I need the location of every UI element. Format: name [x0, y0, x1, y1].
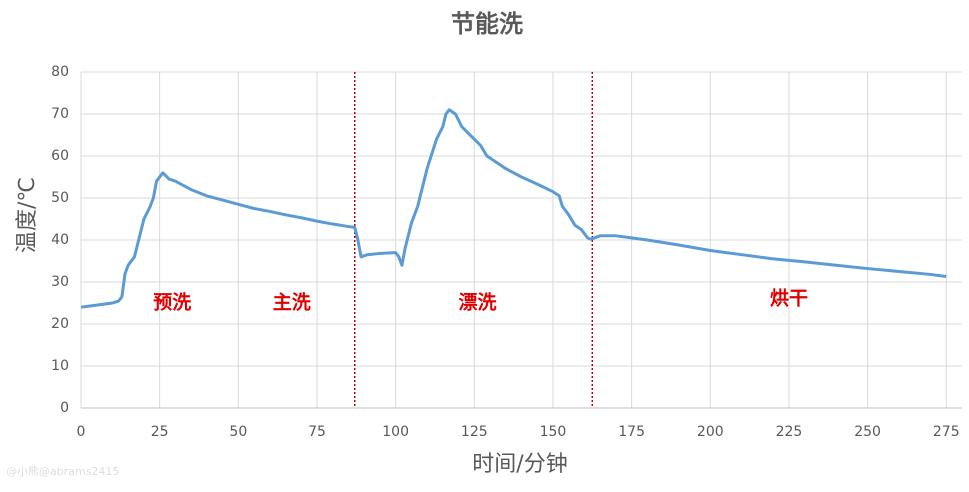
annotation: 烘干: [770, 287, 808, 309]
x-tick-label: 250: [854, 424, 881, 440]
chart-title: 节能洗: [451, 10, 523, 38]
x-tick-label: 125: [461, 424, 488, 440]
y-tick-label: 10: [51, 358, 69, 374]
data-line: [80, 108, 947, 309]
y-tick-label: 20: [51, 316, 69, 332]
x-tick-label: 100: [382, 424, 409, 440]
x-tick-label: 275: [933, 424, 960, 440]
watermark: @小熊@abrams2415: [6, 464, 119, 478]
annotation: 主洗: [273, 291, 311, 314]
y-tick-label: 30: [51, 274, 69, 290]
y-tick-label: 40: [51, 232, 69, 248]
x-tick-label: 75: [308, 424, 326, 440]
x-tick-label: 175: [618, 424, 645, 440]
x-tick-label: 25: [151, 424, 169, 440]
annotation: 漂洗: [458, 291, 496, 314]
x-tick-label: 200: [697, 424, 724, 440]
y-tick-label: 70: [51, 106, 69, 122]
y-tick-label: 50: [51, 190, 69, 206]
x-tick-label: 50: [229, 424, 247, 440]
x-tick-label: 0: [77, 424, 86, 440]
annotation: 预洗: [153, 291, 191, 314]
x-tick-label: 150: [540, 424, 567, 440]
y-tick-label: 0: [60, 400, 69, 416]
y-tick-label: 80: [51, 64, 69, 80]
x-axis-label: 时间/分钟: [472, 452, 567, 477]
y-axis-label: 温度/℃: [15, 177, 40, 253]
y-tick-label: 60: [51, 148, 69, 164]
x-tick-label: 225: [776, 424, 803, 440]
